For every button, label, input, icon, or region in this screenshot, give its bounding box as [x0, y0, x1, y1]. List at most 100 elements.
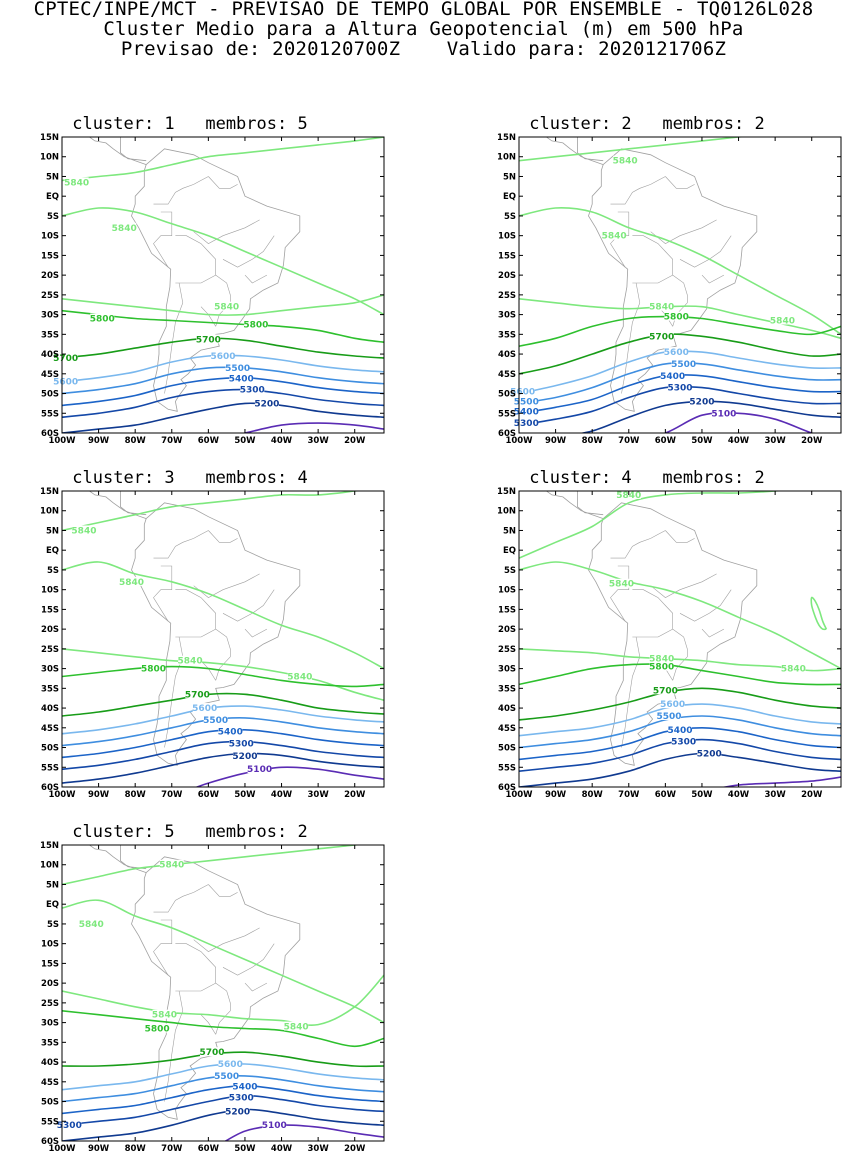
contour-label-5840: 5840 [781, 665, 806, 675]
contour-5700 [62, 1051, 384, 1068]
lat-label: 35S [41, 1038, 59, 1048]
lat-label: 40S [41, 350, 59, 360]
lon-label: 80W [125, 790, 147, 800]
contour-label-5300: 5300 [229, 1094, 254, 1104]
lat-label: 5N [46, 880, 59, 890]
contour-label-bg [689, 396, 714, 406]
contour-5700 [519, 687, 841, 721]
contour-label-5840: 5840 [616, 491, 641, 501]
contour-5840 [519, 137, 746, 162]
lat-label: 60S [498, 429, 516, 439]
lon-label: 60W [655, 436, 677, 446]
lat-label: 5N [503, 526, 516, 536]
contour-label-bg [192, 703, 217, 713]
contour-5840 [62, 899, 384, 1024]
contour-label-5840: 5840 [609, 580, 634, 590]
central-america-coast-north [575, 137, 604, 162]
country-border [222, 943, 275, 976]
contour-label-5800: 5800 [145, 1025, 170, 1035]
contour-label-bg [649, 653, 674, 663]
lat-label: 45S [41, 724, 59, 734]
contour-5840 [62, 974, 384, 1026]
contour-label-bg [200, 1047, 225, 1057]
contour-label-bg [262, 1120, 287, 1130]
country-border [175, 628, 216, 638]
lat-label: 40S [41, 1058, 59, 1068]
lat-label: 20S [41, 625, 59, 635]
lat-label: 20S [498, 271, 516, 281]
coastline [88, 491, 301, 766]
lat-label: 60S [41, 1137, 59, 1147]
lat-label: 40S [498, 704, 516, 714]
contour-label-bg [243, 319, 268, 329]
contour-label-bg [609, 578, 634, 588]
contour-label-bg [649, 331, 674, 341]
lat-label: 50S [41, 744, 59, 754]
contour-label-5400: 5400 [232, 1083, 257, 1093]
lon-label: 70W [161, 436, 183, 446]
contour-label-5300: 5300 [57, 1121, 82, 1131]
lon-label: 70W [161, 1144, 183, 1154]
country-border [153, 565, 173, 622]
lat-label: 30S [498, 665, 516, 675]
contour-5840 [810, 596, 828, 631]
lat-label: 15N [497, 487, 516, 497]
contour-label-5840: 5840 [649, 655, 674, 665]
cluster-4-panel: cluster: 4 membros: 2 5840 5840 5840 5840 58… [497, 468, 847, 800]
contour-5840 [62, 561, 384, 670]
contour-5100 [241, 422, 384, 433]
country-border [175, 943, 231, 1035]
country-border [665, 530, 695, 543]
lon-label: 100W [48, 790, 76, 800]
lat-label: 10S [41, 586, 59, 596]
contour-label-5840: 5840 [287, 672, 312, 682]
contour-5840 [519, 298, 841, 340]
header-line-2: Cluster Medio para a Altura Geopotencial… [103, 18, 744, 40]
contour-5840 [62, 845, 362, 886]
lon-label: 30W [765, 436, 787, 446]
lat-label: 25S [498, 645, 516, 655]
contour-label-5700: 5700 [185, 690, 210, 700]
country-border [701, 628, 725, 638]
lon-label: 20W [801, 790, 823, 800]
contour-label-5800: 5800 [90, 315, 115, 325]
lat-label: 35S [498, 684, 516, 694]
lat-label: 40S [41, 704, 59, 714]
country-border [193, 219, 260, 244]
contour-label-5300: 5300 [514, 419, 539, 429]
lon-label: 80W [125, 436, 147, 446]
contour-5200 [519, 752, 841, 787]
lat-label: 20S [41, 979, 59, 989]
country-border [200, 1014, 216, 1035]
contour-label-5500: 5500 [656, 712, 681, 722]
contour-label-5600: 5600 [660, 700, 685, 710]
lat-label: 50S [498, 744, 516, 754]
country-border [632, 628, 673, 638]
contour-label-5300: 5300 [229, 740, 254, 750]
lon-label: 40W [271, 1144, 293, 1154]
country-border [665, 176, 695, 189]
map-frame [61, 490, 385, 788]
central-america-coast-north [118, 491, 147, 516]
contour-label-bg [53, 376, 78, 386]
south-america-coast [588, 148, 758, 412]
contour-label-bg [781, 663, 806, 673]
contour-label-bg [671, 736, 696, 746]
lat-label: 5S [504, 212, 516, 222]
coastline [88, 137, 301, 412]
central-america-coast-north [118, 137, 147, 162]
south-america-coast [131, 148, 301, 412]
header-line-3: Previsao de: 2020120700Z Valido para: 20… [120, 38, 727, 60]
lat-label: 45S [41, 1078, 59, 1088]
contour-label-bg [671, 358, 696, 368]
contour-5840 [519, 491, 784, 559]
lat-label: 50S [41, 390, 59, 400]
coastline [545, 491, 758, 766]
country-border [650, 573, 717, 598]
lat-label: 15S [41, 251, 59, 261]
contour-label-bg [649, 301, 674, 311]
lon-label: 70W [161, 790, 183, 800]
lat-label: 5N [46, 526, 59, 536]
contour-label-bg [668, 382, 692, 392]
contour-label-bg [770, 315, 795, 325]
